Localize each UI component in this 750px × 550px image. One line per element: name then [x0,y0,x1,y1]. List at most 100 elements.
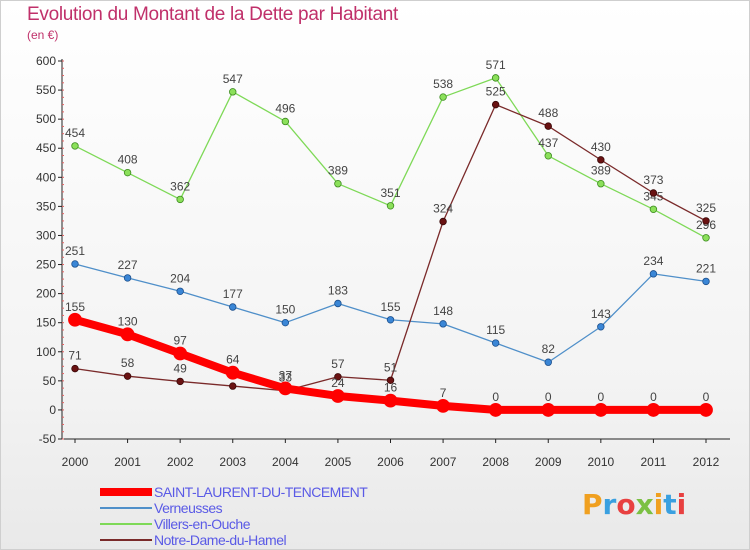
chart-title: Evolution du Montant de la Dette par Hab… [27,4,398,25]
data-label-notre-dame-du-hamel: 51 [384,360,398,374]
data-label-saint-laurent-du-tencement: 37 [279,368,293,382]
unit-label: (en €) [27,28,59,42]
x-tick-label: 2009 [535,455,562,469]
data-label-verneusses: 177 [223,287,243,301]
y-tick-label: 600 [36,54,56,68]
data-point-saint-laurent-du-tencement [278,381,293,396]
data-label-verneusses: 115 [486,323,505,337]
data-point-verneusses [544,358,552,366]
data-label-villers-en-ouche: 296 [696,218,716,232]
data-label-saint-laurent-du-tencement: 0 [650,390,657,404]
data-label-villers-en-ouche: 362 [170,179,190,193]
data-label-saint-laurent-du-tencement: 0 [545,390,552,404]
x-tick-label: 2011 [641,455,667,469]
data-point-villers-en-ouche [281,117,290,126]
data-point-verneusses [649,270,658,278]
data-point-saint-laurent-du-tencement [436,398,450,413]
data-label-villers-en-ouche: 547 [223,72,243,86]
data-point-villers-en-ouche [439,93,447,101]
data-point-saint-laurent-du-tencement [68,312,82,327]
data-label-saint-laurent-du-tencement: 7 [440,386,447,400]
legend-label: Villers-en-Ouche [154,516,251,532]
data-point-villers-en-ouche [702,234,710,242]
legend-item: Verneusses [100,500,420,516]
data-label-verneusses: 82 [542,342,556,356]
data-point-villers-en-ouche [491,74,500,82]
data-label-verneusses: 251 [65,244,85,258]
data-point-villers-en-ouche [649,205,658,213]
data-point-notre-dame-du-hamel [491,100,500,109]
data-label-verneusses: 148 [433,304,453,318]
y-tick-label: 50 [43,374,57,388]
data-label-saint-laurent-du-tencement: 97 [173,334,187,348]
logo-letter: x [635,488,654,521]
y-tick-label: 250 [36,258,56,272]
data-point-verneusses [491,339,500,347]
data-point-notre-dame-du-hamel [229,382,237,390]
logo-letter: o [616,488,636,521]
data-point-verneusses [281,318,290,327]
logo-letter: i [653,488,664,521]
data-label-saint-laurent-du-tencement: 16 [384,381,398,395]
data-label-verneusses: 221 [696,261,716,275]
data-label-notre-dame-du-hamel: 49 [173,361,187,375]
x-tick-label: 2003 [219,455,246,469]
y-tick-label: 150 [36,316,56,330]
x-tick-label: 2000 [62,455,89,469]
data-point-villers-en-ouche [229,88,237,96]
data-point-saint-laurent-du-tencement [331,389,345,403]
x-tick-label: 2002 [167,455,194,469]
data-label-notre-dame-du-hamel: 430 [591,140,611,154]
data-point-verneusses [439,320,447,328]
logo-letter: r [602,488,617,521]
data-label-notre-dame-du-hamel: 488 [538,106,558,120]
data-label-notre-dame-du-hamel: 71 [68,349,82,363]
legend-label: SAINT-LAURENT-DU-TENCEMENT [154,484,368,500]
data-point-verneusses [597,323,605,331]
y-tick-label: 350 [36,199,56,213]
data-point-notre-dame-du-hamel [334,373,342,381]
x-tick-label: 2012 [693,455,720,469]
data-point-verneusses [176,287,184,295]
y-tick-label: 200 [36,287,56,301]
data-point-saint-laurent-du-tencement [173,346,188,361]
logo-letter: i [676,488,687,521]
x-tick-label: 2001 [114,455,141,469]
data-point-saint-laurent-du-tencement [541,403,556,417]
data-point-saint-laurent-du-tencement [488,403,503,417]
x-tick-label: 2004 [272,455,299,469]
legend-swatch [100,539,152,541]
logo-letter: t [663,488,677,521]
data-point-villers-en-ouche [386,202,395,210]
data-point-villers-en-ouche [176,195,184,204]
y-tick-label: 0 [49,403,56,417]
data-label-villers-en-ouche: 496 [275,101,295,115]
data-label-notre-dame-du-hamel: 57 [331,357,345,371]
data-point-saint-laurent-du-tencement [699,403,713,417]
data-point-villers-en-ouche [597,180,605,188]
data-label-villers-en-ouche: 454 [65,126,85,140]
data-label-villers-en-ouche: 389 [328,164,348,178]
data-label-saint-laurent-du-tencement: 0 [703,390,710,404]
data-label-notre-dame-du-hamel: 373 [643,173,663,187]
data-label-verneusses: 150 [275,303,295,317]
data-label-verneusses: 227 [118,258,138,272]
legend-item: SAINT-LAURENT-DU-TENCEMENT [100,484,420,500]
x-tick-label: 2006 [377,455,404,469]
data-point-villers-en-ouche [71,142,79,150]
legend-swatch [100,488,152,496]
y-tick-label: 100 [36,345,56,359]
x-tick-label: 2007 [430,455,457,469]
y-tick-label: 300 [36,228,56,242]
series-line-villers-en-ouche [74,77,707,239]
legend-label: Notre-Dame-du-Hamel [154,532,287,548]
y-tick-label: -50 [39,432,57,446]
data-label-saint-laurent-du-tencement: 130 [118,314,138,328]
data-point-notre-dame-du-hamel [544,122,552,130]
data-point-verneusses [334,299,342,308]
proxiti-logo: Proxiti [582,488,686,521]
logo-letter: P [582,488,603,521]
data-label-notre-dame-du-hamel: 324 [433,202,453,216]
x-tick-label: 2008 [482,455,509,469]
data-point-saint-laurent-du-tencement [120,327,135,342]
